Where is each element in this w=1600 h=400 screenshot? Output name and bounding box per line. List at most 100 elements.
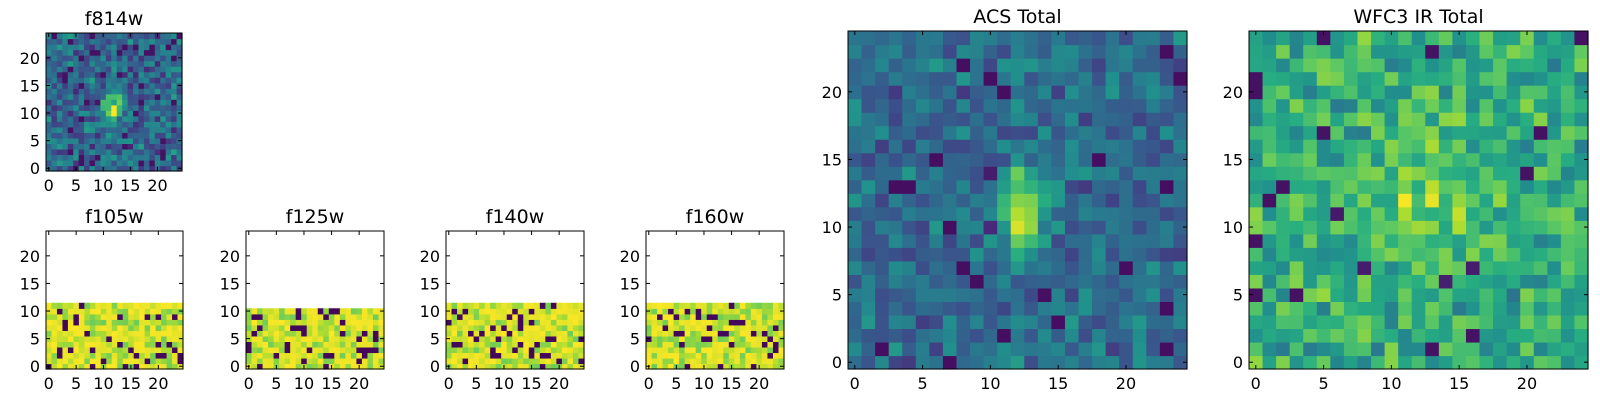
heatmap-cell — [143, 159, 150, 167]
heatmap-cell — [523, 330, 530, 337]
heatmap-cell — [67, 137, 74, 144]
heatmap-cell — [956, 247, 971, 262]
heatmap-cell — [89, 33, 96, 40]
heatmap-cell — [94, 33, 101, 40]
heatmap-cell — [1384, 274, 1399, 289]
heatmap-cell — [1398, 301, 1413, 316]
heatmap-cell — [473, 319, 480, 326]
heatmap-cell — [717, 363, 724, 370]
heatmap-cell — [62, 77, 69, 84]
heatmap-cell — [301, 357, 308, 365]
heatmap-cell — [1132, 152, 1147, 167]
heatmap-cell — [246, 324, 253, 331]
heatmap-cell — [62, 121, 69, 128]
heatmap-cell — [143, 88, 150, 95]
heatmap-cell — [1493, 260, 1508, 275]
heatmap-cell — [171, 88, 178, 95]
heatmap-cell — [545, 341, 552, 348]
heatmap-cell — [133, 143, 140, 150]
heatmap-cell — [567, 341, 574, 348]
heatmap-cell — [888, 247, 903, 262]
heatmap-cell — [983, 233, 998, 248]
heatmap-cell — [1425, 125, 1440, 140]
heatmap-cell — [116, 44, 123, 51]
heatmap-cell — [1078, 44, 1093, 59]
heatmap-cell — [46, 66, 53, 73]
heatmap-cell — [875, 260, 890, 275]
heatmap-cell — [657, 330, 664, 337]
heatmap-cell — [251, 313, 258, 320]
heatmap-cell — [1092, 220, 1107, 235]
heatmap-cell — [78, 363, 85, 370]
heatmap-cell — [1330, 287, 1345, 302]
heatmap-cell — [73, 154, 80, 161]
heatmap-cell — [67, 154, 74, 161]
heatmap-cell — [468, 308, 475, 315]
y-tick-label: 10 — [220, 302, 240, 321]
heatmap-cell — [1506, 166, 1521, 181]
heatmap-cell — [956, 206, 971, 221]
heatmap-cell — [706, 324, 713, 331]
heatmap-cell — [106, 302, 113, 309]
heatmap-cell — [46, 77, 53, 84]
heatmap-cell — [539, 357, 546, 365]
heatmap-cell — [1452, 274, 1467, 289]
heatmap-cell — [161, 357, 168, 365]
heatmap-cell — [116, 115, 123, 122]
heatmap-cell — [143, 71, 150, 78]
heatmap-cell — [902, 44, 917, 59]
heatmap-cell — [1078, 206, 1093, 221]
heatmap-cell — [462, 346, 469, 354]
heatmap-cell — [106, 319, 113, 326]
heatmap-cell — [679, 313, 686, 320]
heatmap-cell — [334, 346, 341, 354]
y-tick-label: 10 — [1223, 218, 1243, 237]
heatmap-cell — [1173, 301, 1188, 316]
heatmap-cell — [150, 352, 157, 359]
heatmap-cell — [1024, 341, 1039, 357]
heatmap-cell — [323, 363, 330, 370]
heatmap-cell — [100, 99, 107, 106]
heatmap-cell — [495, 324, 502, 331]
heatmap-cell — [673, 346, 680, 354]
heatmap-cell — [117, 313, 124, 320]
heatmap-cell — [501, 302, 508, 309]
heatmap-cell — [534, 363, 541, 370]
heatmap-cell — [177, 319, 184, 326]
heatmap-cell — [284, 363, 291, 370]
heatmap-cell — [902, 247, 917, 262]
heatmap-cell — [1024, 220, 1039, 235]
heatmap-cell — [523, 302, 530, 309]
heatmap-cell — [657, 352, 664, 359]
heatmap-cell — [1520, 71, 1535, 86]
heatmap-cell — [1560, 31, 1576, 46]
heatmap-cell — [712, 352, 719, 359]
heatmap-cell — [1533, 166, 1548, 181]
heatmap-cell — [929, 31, 944, 46]
heatmap-cell — [1173, 328, 1188, 343]
heatmap-cell — [67, 126, 74, 133]
heatmap-cell — [512, 308, 519, 315]
heatmap-cell — [942, 328, 958, 343]
heatmap-cell — [89, 159, 96, 167]
heatmap-cell — [1411, 179, 1426, 194]
heatmap-cell — [970, 166, 985, 181]
heatmap-cell — [1533, 274, 1548, 289]
heatmap-cell — [848, 341, 863, 357]
heatmap-cell — [1452, 301, 1467, 316]
heatmap-cell — [1037, 341, 1052, 357]
heatmap-cell — [284, 324, 291, 331]
heatmap-cell — [761, 319, 769, 326]
heatmap-cell — [106, 313, 113, 320]
heatmap-cell — [1547, 98, 1562, 113]
heatmap-cell — [100, 93, 107, 100]
heatmap-cell — [154, 88, 161, 95]
heatmap-cell — [105, 49, 112, 56]
heatmap-cell — [723, 352, 730, 359]
heatmap-cell — [1092, 206, 1107, 221]
heatmap-cell — [942, 274, 958, 289]
heatmap-cell — [165, 93, 172, 100]
heatmap-cell — [848, 206, 863, 221]
heatmap-cell — [160, 77, 167, 84]
heatmap-cell — [105, 104, 112, 111]
